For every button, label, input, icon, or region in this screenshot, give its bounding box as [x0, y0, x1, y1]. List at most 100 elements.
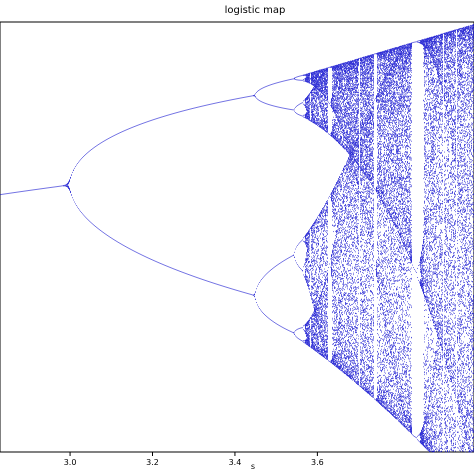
data-point — [172, 113, 173, 114]
data-point — [321, 75, 322, 76]
data-point — [335, 281, 336, 282]
data-point — [313, 240, 314, 241]
data-point — [308, 254, 309, 255]
data-point — [335, 330, 336, 331]
data-point — [321, 217, 322, 218]
data-point — [306, 344, 307, 345]
data-point — [333, 359, 334, 360]
data-point — [314, 90, 315, 91]
data-point — [107, 235, 108, 236]
data-point — [325, 304, 326, 305]
data-point — [321, 284, 322, 285]
data-point — [307, 321, 308, 322]
data-point — [335, 73, 336, 74]
data-point — [316, 351, 317, 352]
data-point — [317, 93, 318, 94]
data-point — [284, 108, 285, 109]
data-point — [309, 114, 310, 115]
data-point — [332, 359, 333, 360]
data-point — [334, 351, 335, 352]
data-point — [310, 295, 311, 296]
data-point — [332, 329, 333, 330]
data-point — [307, 272, 308, 273]
data-point — [314, 222, 315, 223]
data-point — [335, 276, 336, 277]
data-point — [288, 330, 289, 331]
data-point — [326, 111, 327, 112]
data-point — [333, 73, 334, 74]
data-point — [321, 330, 322, 331]
data-point — [314, 305, 315, 306]
data-point — [333, 124, 334, 125]
data-point — [316, 94, 317, 95]
data-point — [323, 90, 324, 91]
data-point — [322, 92, 323, 93]
data-point — [316, 113, 317, 114]
data-point — [321, 109, 322, 110]
data-point — [316, 336, 317, 337]
data-point — [324, 75, 325, 76]
data-point — [316, 108, 317, 109]
data-point — [177, 270, 178, 271]
data-point — [326, 251, 327, 252]
data-point — [323, 92, 324, 93]
data-point — [324, 301, 325, 302]
data-point — [190, 275, 191, 276]
data-point — [332, 96, 333, 97]
data-point — [319, 265, 320, 266]
data-point — [198, 278, 199, 279]
data-point — [137, 252, 138, 253]
data-point — [318, 80, 319, 81]
data-point — [304, 75, 305, 76]
data-point — [305, 328, 306, 329]
data-point — [335, 355, 336, 356]
data-point — [322, 284, 323, 285]
data-point — [308, 285, 309, 286]
data-point — [324, 236, 325, 237]
data-point — [313, 109, 314, 110]
data-point — [317, 350, 318, 351]
data-point — [322, 233, 323, 234]
data-point — [327, 82, 328, 83]
data-point — [305, 343, 306, 344]
data-point — [318, 228, 319, 229]
data-point — [243, 292, 244, 293]
data-point — [316, 293, 317, 294]
data-point — [320, 354, 321, 355]
data-point — [313, 242, 314, 243]
data-point — [313, 283, 314, 284]
data-point — [314, 96, 315, 97]
data-point — [327, 127, 328, 128]
data-point — [335, 187, 336, 188]
data-point — [321, 108, 322, 109]
data-point — [324, 261, 325, 262]
data-point — [325, 328, 326, 329]
data-point — [311, 241, 312, 242]
data-point — [325, 211, 326, 212]
data-point — [262, 88, 263, 89]
data-point — [318, 278, 319, 279]
data-point — [324, 283, 325, 284]
data-point — [95, 226, 96, 227]
data-point — [333, 127, 334, 128]
data-point — [332, 244, 333, 245]
data-point — [334, 298, 335, 299]
data-point — [317, 346, 318, 347]
data-point — [317, 341, 318, 342]
data-point — [332, 303, 333, 304]
data-point — [315, 337, 316, 338]
data-point — [318, 115, 319, 116]
data-point — [312, 292, 313, 293]
data-point — [315, 72, 316, 73]
data-point — [335, 362, 336, 363]
data-point — [312, 252, 313, 253]
data-point — [323, 235, 324, 236]
data-point — [274, 106, 275, 107]
data-point — [313, 315, 314, 316]
data-point — [323, 99, 324, 100]
data-point — [324, 70, 325, 71]
data-point — [334, 327, 335, 328]
data-point — [306, 76, 307, 77]
data-point — [336, 257, 337, 258]
data-point — [308, 103, 309, 104]
